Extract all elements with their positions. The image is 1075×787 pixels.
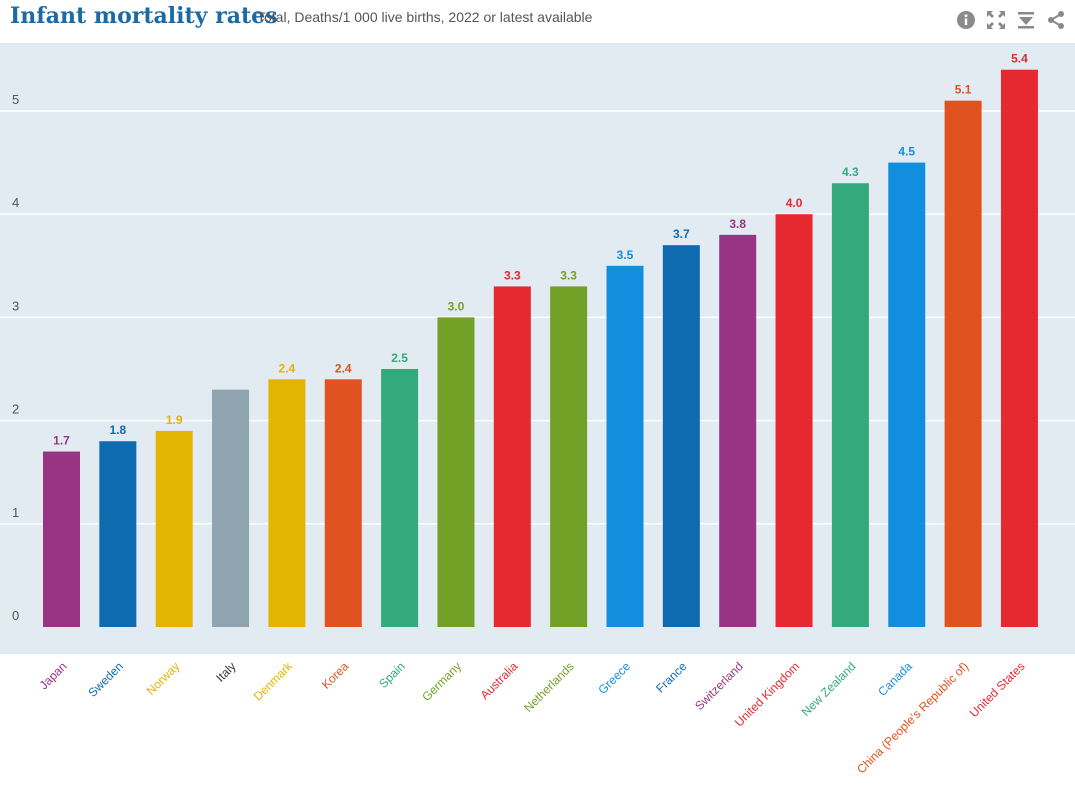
bar [944, 100, 982, 628]
data-label: 4.0 [786, 196, 803, 210]
bar [437, 317, 475, 627]
x-category-label: Italy [213, 659, 238, 684]
x-category-label: Netherlands [521, 659, 577, 715]
bar [606, 265, 644, 627]
data-label: 3.3 [504, 268, 521, 282]
y-tick-label: 4 [12, 195, 19, 210]
data-label: 5.4 [1011, 52, 1028, 66]
x-category-label: Norway [144, 659, 183, 698]
data-label: 5.1 [955, 83, 972, 97]
x-category-label: Denmark [251, 659, 296, 704]
x-category-label: Germany [419, 659, 464, 704]
chart-header: Infant mortality rates Total, Deaths/1 0… [0, 0, 1075, 42]
bar [662, 245, 700, 627]
data-label: 1.8 [110, 423, 127, 437]
data-label: 1.7 [53, 434, 70, 448]
x-category-label: Korea [319, 659, 352, 692]
bar [550, 286, 588, 627]
y-tick-label: 0 [12, 608, 19, 623]
share-icon[interactable] [1045, 9, 1067, 31]
bar [324, 379, 362, 627]
expand-icon[interactable] [985, 9, 1007, 31]
data-label: 4.5 [898, 145, 915, 159]
bar [493, 286, 531, 627]
data-label: 3.8 [729, 217, 746, 231]
x-category-label: New Zealand [799, 659, 859, 719]
data-label: 3.3 [560, 268, 577, 282]
bar [1000, 69, 1038, 628]
chart-title: Infant mortality rates [10, 3, 278, 29]
x-category-label: Spain [376, 659, 408, 691]
y-tick-label: 1 [12, 505, 19, 520]
x-category-label: France [653, 659, 690, 696]
bar [43, 451, 80, 627]
info-icon[interactable] [955, 9, 977, 31]
y-tick-label: 5 [12, 92, 19, 107]
bar [775, 214, 813, 627]
x-category-label: Japan [37, 659, 70, 692]
y-tick-label: 3 [12, 298, 19, 313]
x-category-label: United States [967, 659, 1028, 720]
x-category-label: Sweden [85, 659, 126, 700]
bar [831, 183, 869, 628]
data-label: 2.5 [391, 351, 408, 365]
data-label: 2.4 [279, 361, 296, 375]
data-label: 1.9 [166, 413, 183, 427]
x-category-label: Canada [875, 659, 915, 699]
data-label: 2.4 [335, 361, 352, 375]
data-label: 3.0 [448, 299, 465, 313]
x-category-label: China (People's Republic of) [854, 659, 971, 776]
bar [155, 430, 193, 627]
chart-toolbar [955, 9, 1067, 31]
bar [381, 369, 419, 627]
bar [268, 379, 306, 627]
bar [719, 234, 757, 627]
bar [99, 441, 137, 627]
data-label: 3.5 [617, 248, 634, 262]
chart-subtitle: Total, Deaths/1 000 live births, 2022 or… [257, 9, 593, 25]
data-label: 3.7 [673, 227, 690, 241]
bar [212, 389, 250, 627]
x-category-label: Australia [478, 659, 521, 702]
y-tick-label: 2 [12, 402, 19, 417]
x-category-label: Switzerland [692, 659, 746, 713]
download-icon[interactable] [1015, 9, 1037, 31]
x-category-label: Greece [595, 659, 633, 697]
data-label: 4.3 [842, 165, 859, 179]
bar [888, 162, 926, 627]
